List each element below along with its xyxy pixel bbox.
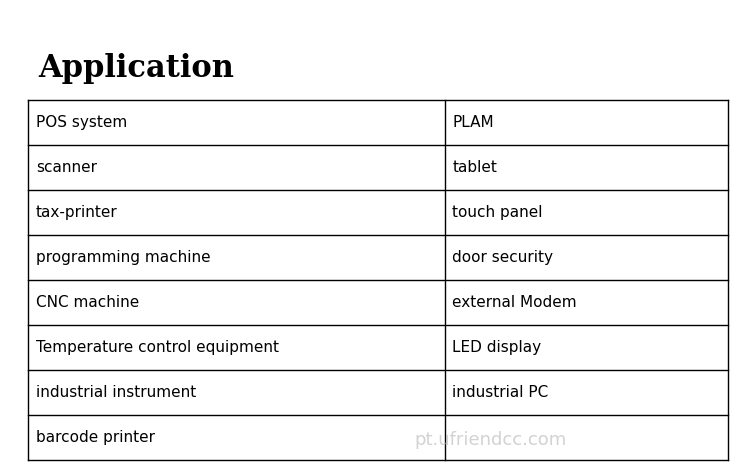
Text: PLAM: PLAM <box>452 115 494 130</box>
Text: Temperature control equipment: Temperature control equipment <box>36 340 279 355</box>
Text: pt.ufriendcc.com: pt.ufriendcc.com <box>414 431 566 449</box>
Text: CNC machine: CNC machine <box>36 295 140 310</box>
Text: barcode printer: barcode printer <box>36 430 155 445</box>
Text: programming machine: programming machine <box>36 250 211 265</box>
Text: POS system: POS system <box>36 115 128 130</box>
Text: door security: door security <box>452 250 554 265</box>
Text: touch panel: touch panel <box>452 205 543 220</box>
Text: tablet: tablet <box>452 160 497 175</box>
Text: LED display: LED display <box>452 340 542 355</box>
Text: Application: Application <box>38 53 234 83</box>
Text: industrial PC: industrial PC <box>452 385 549 400</box>
Text: scanner: scanner <box>36 160 97 175</box>
Text: external Modem: external Modem <box>452 295 578 310</box>
Text: industrial instrument: industrial instrument <box>36 385 197 400</box>
Text: tax-printer: tax-printer <box>36 205 118 220</box>
